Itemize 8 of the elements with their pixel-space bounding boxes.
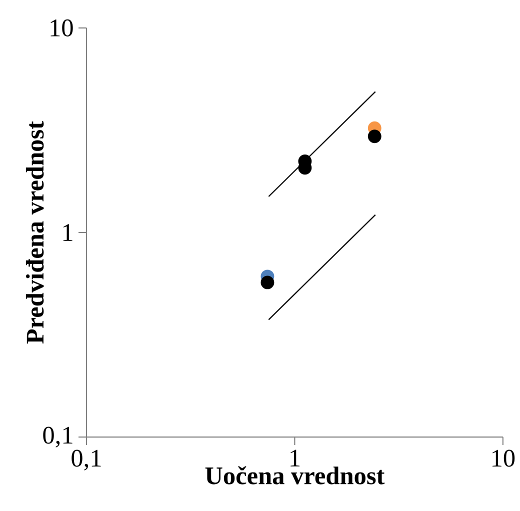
x-tick-label: 10 [492,450,515,467]
x-tick-label: 1 [290,450,300,466]
y-tick-label: 10 [50,19,73,37]
x-axis-title: Uočena vrednost [205,466,385,484]
y-axis-title: Predviđena vrednost [26,121,44,344]
y-tick-label: 0,1 [43,426,72,448]
x-tick-label: 0,1 [72,450,101,470]
y-tick-label: 1 [63,224,72,241]
